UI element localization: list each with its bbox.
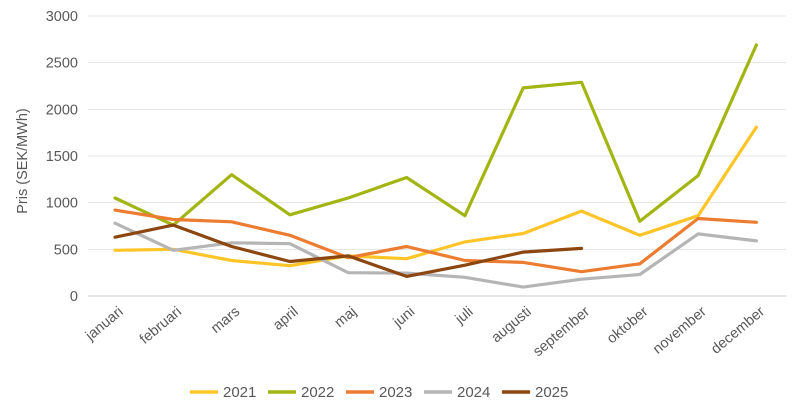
legend-label-2023: 2023 — [379, 384, 412, 401]
x-axis-label-mars: mars — [208, 304, 243, 337]
x-axis-label-oktober: oktober — [604, 304, 651, 347]
legend-label-2024: 2024 — [457, 384, 490, 401]
x-axis-label-november: november — [650, 304, 710, 358]
x-axis-label-januari: januari — [82, 304, 126, 345]
y-tick-label: 3000 — [46, 9, 78, 25]
y-tick-label: 1000 — [46, 196, 78, 212]
x-axis-label-december: december — [708, 304, 768, 358]
legend-label-2021: 2021 — [223, 384, 256, 401]
y-tick-label: 1500 — [46, 149, 78, 165]
series-line-2022 — [113, 43, 759, 227]
x-axis-label-april: april — [270, 304, 301, 334]
y-tick-label: 0 — [70, 289, 78, 305]
y-axis-title: Pris (SEK/MWh) — [15, 108, 31, 214]
series-line-2023 — [113, 208, 759, 274]
legend-label-2025: 2025 — [535, 384, 568, 401]
y-tick-label: 2500 — [46, 56, 78, 72]
y-tick-label: 2000 — [46, 102, 78, 118]
x-axis-label-juni: juni — [390, 304, 418, 331]
legend-label-2022: 2022 — [301, 384, 334, 401]
series-line-2025 — [113, 223, 584, 278]
x-axis-label-september: september — [530, 304, 593, 360]
series-line-2021 — [113, 125, 759, 268]
x-axis-label-februari: februari — [137, 304, 185, 348]
x-axis-label-juli: juli — [452, 304, 477, 328]
x-axis-label-augusti: augusti — [489, 304, 535, 346]
x-axis-label-maj: maj — [332, 304, 360, 331]
y-tick-label: 500 — [54, 242, 78, 258]
